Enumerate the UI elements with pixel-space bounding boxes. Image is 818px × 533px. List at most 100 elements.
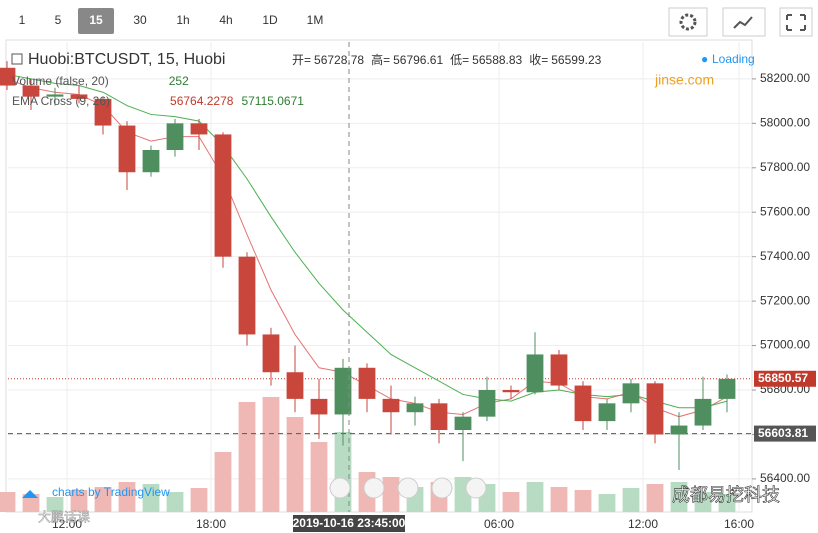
y-tick-label: 57200.00 (760, 293, 810, 307)
volume-bar (310, 442, 328, 512)
candle-body (406, 403, 424, 413)
nav-button[interactable] (329, 477, 351, 499)
watermark: jinse.com (654, 72, 714, 88)
volume-bar (526, 482, 544, 512)
volume-bar (118, 482, 136, 512)
candle-body (718, 378, 736, 399)
nav-button[interactable] (465, 477, 487, 499)
volume-bar (142, 484, 160, 512)
candle-body (22, 85, 40, 97)
price-label: 56603.81 (758, 426, 808, 440)
interval-button[interactable]: 30 (133, 13, 147, 27)
reset-button[interactable] (397, 477, 419, 499)
volume-bar (550, 487, 568, 512)
volume-bar (502, 492, 520, 512)
candle-body (694, 398, 712, 426)
interval-button[interactable]: 4h (219, 13, 232, 27)
y-tick-label: 57600.00 (760, 204, 810, 218)
candle-body (502, 390, 520, 393)
ema-line (6, 73, 728, 409)
volume-bar (598, 494, 616, 512)
ohlc-label: 高= (371, 52, 390, 67)
volume-bar (622, 488, 640, 512)
volume-bar (574, 490, 592, 512)
candle-body (142, 150, 160, 173)
interval-button[interactable]: 1 (19, 13, 26, 27)
chart-frame (5, 39, 753, 513)
ohlc-label: 开= (292, 53, 311, 67)
zoom-out-button[interactable] (363, 477, 385, 499)
candle-body (478, 390, 496, 417)
crosshair-label-bg (292, 515, 405, 532)
candle-body (310, 398, 328, 415)
volume-bar (0, 492, 16, 512)
candle-body (238, 256, 256, 335)
volume-bar (166, 492, 184, 512)
candle-body (70, 94, 88, 99)
volume-bar (238, 402, 256, 512)
x-tick-label: 16:00 (724, 517, 754, 531)
candle-body (46, 94, 64, 97)
candle-body (382, 398, 400, 413)
credit-icon (22, 490, 38, 498)
price-label-bg (754, 370, 816, 387)
candle-body (646, 383, 664, 435)
candle-body (214, 134, 232, 257)
interval-button[interactable]: 1D (262, 13, 278, 27)
ohlc-label: 低= (450, 53, 469, 67)
candle-body (334, 367, 352, 415)
ohlc-value: 56599.23 (551, 53, 601, 67)
collapse-icon[interactable] (11, 53, 23, 65)
interval-button[interactable]: 15 (89, 13, 103, 27)
ohlc-value: 56588.83 (472, 53, 522, 67)
indicators-icon (733, 16, 753, 29)
interval-button[interactable]: 1M (307, 13, 324, 27)
footer-left: 大鹏话课 (38, 509, 90, 524)
study-name: EMA Cross (9, 26) (12, 94, 110, 108)
interval-button[interactable]: 1h (176, 13, 189, 27)
interval-active (78, 8, 114, 34)
status: Loading (712, 52, 755, 66)
study-value: 56764.2278 (170, 94, 234, 108)
zoom-in-button[interactable] (431, 477, 453, 499)
candle-body (574, 385, 592, 422)
candle-body (166, 123, 184, 150)
candle-body (454, 416, 472, 430)
y-tick-label: 57000.00 (760, 338, 810, 352)
study-value: 252 (169, 74, 189, 88)
volume-bar (22, 494, 40, 512)
indicators-button[interactable] (722, 7, 766, 37)
y-tick-label: 57800.00 (760, 160, 810, 174)
volume-bar (694, 492, 712, 512)
volume-bar (46, 497, 64, 512)
candle-body (0, 67, 16, 86)
x-tick-label: 12:00 (628, 517, 658, 531)
study-value: 57115.0671 (241, 94, 304, 108)
ohlc-label: 收= (529, 53, 548, 67)
candle-body (526, 354, 544, 393)
ohlc-value: 56728.78 (314, 53, 364, 67)
crosshair-label: 2019-10-16 23:45:00 (293, 516, 406, 530)
volume-bar (646, 484, 664, 512)
candle-body (550, 354, 568, 386)
candle-body (118, 125, 136, 173)
volume-bar (382, 477, 400, 512)
x-tick-label: 06:00 (484, 517, 514, 531)
volume-bar (670, 482, 688, 512)
volume-bar (214, 452, 232, 512)
candle-body (430, 403, 448, 430)
candle-body (262, 334, 280, 373)
fullscreen-button[interactable] (779, 7, 813, 37)
settings-button[interactable] (668, 7, 708, 37)
volume-bar (190, 488, 208, 512)
ohlc-value: 56796.61 (393, 53, 443, 67)
price-label: 56850.57 (758, 371, 808, 385)
interval-button[interactable]: 5 (55, 13, 62, 27)
candle-body (190, 123, 208, 135)
y-tick-label: 58000.00 (760, 116, 810, 130)
volume-bar (718, 494, 736, 512)
volume-bar (70, 490, 88, 512)
price-label-bg (754, 425, 816, 442)
